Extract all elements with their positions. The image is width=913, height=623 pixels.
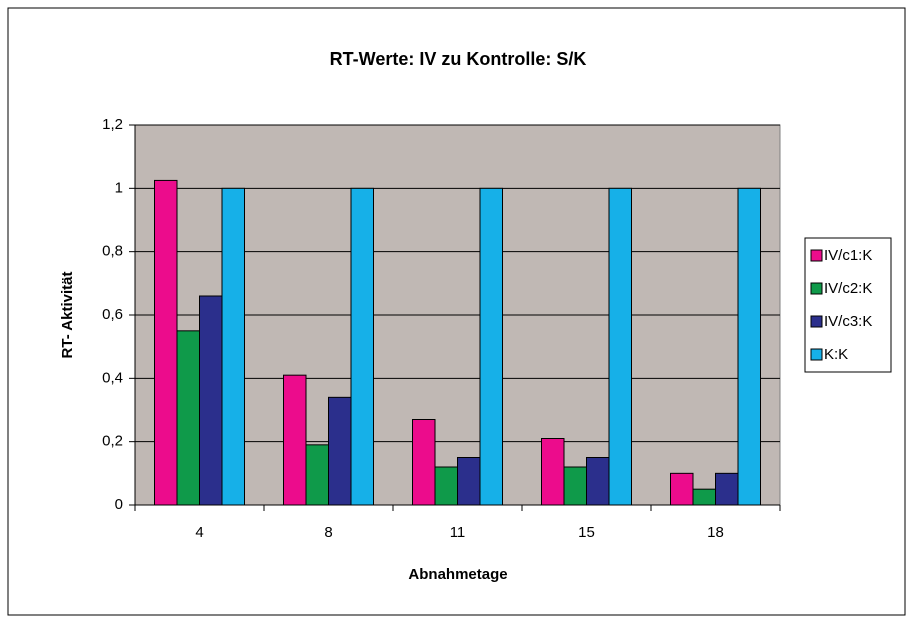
y-tick-label: 1 (115, 179, 123, 196)
y-tick-label: 0,8 (102, 243, 123, 260)
bar (737, 187, 761, 506)
bar (350, 187, 374, 506)
y-axis-label: RT- Aktivität (59, 272, 76, 359)
bar (541, 438, 565, 506)
bar (412, 419, 436, 506)
legend-swatch (810, 249, 823, 262)
legend-swatch (810, 282, 823, 295)
bar (176, 330, 200, 506)
bar (670, 472, 694, 506)
y-tick-label: 0 (115, 496, 123, 513)
bar (692, 488, 716, 506)
bar (434, 466, 458, 506)
x-axis-label: Abnahmetage (408, 566, 507, 583)
y-tick-label: 0,6 (102, 306, 123, 323)
bar (154, 179, 178, 506)
x-tick-label: 15 (578, 524, 595, 541)
legend-label: IV/c1:K (824, 247, 872, 264)
legend-label: IV/c3:K (824, 313, 872, 330)
x-tick-label: 4 (195, 524, 203, 541)
bar (328, 396, 352, 506)
bar (608, 187, 632, 506)
x-tick-label: 18 (707, 524, 724, 541)
bar (715, 472, 739, 506)
bar (457, 457, 481, 506)
legend-swatch (810, 348, 823, 361)
bar (586, 457, 610, 506)
x-tick-label: 8 (324, 524, 332, 541)
bar (283, 374, 307, 506)
bar (563, 466, 587, 506)
bar (479, 187, 503, 506)
y-tick-label: 0,2 (102, 433, 123, 450)
bar (199, 295, 223, 506)
y-tick-label: 1,2 (102, 116, 123, 133)
legend-swatch (810, 315, 823, 328)
legend-label: IV/c2:K (824, 280, 872, 297)
legend-label: K:K (824, 346, 848, 363)
x-tick-label: 11 (450, 524, 466, 541)
chart-title: RT-Werte: IV zu Kontrolle: S/K (330, 49, 587, 69)
y-tick-label: 0,4 (102, 369, 123, 386)
bar (305, 444, 329, 506)
bar (221, 187, 245, 506)
